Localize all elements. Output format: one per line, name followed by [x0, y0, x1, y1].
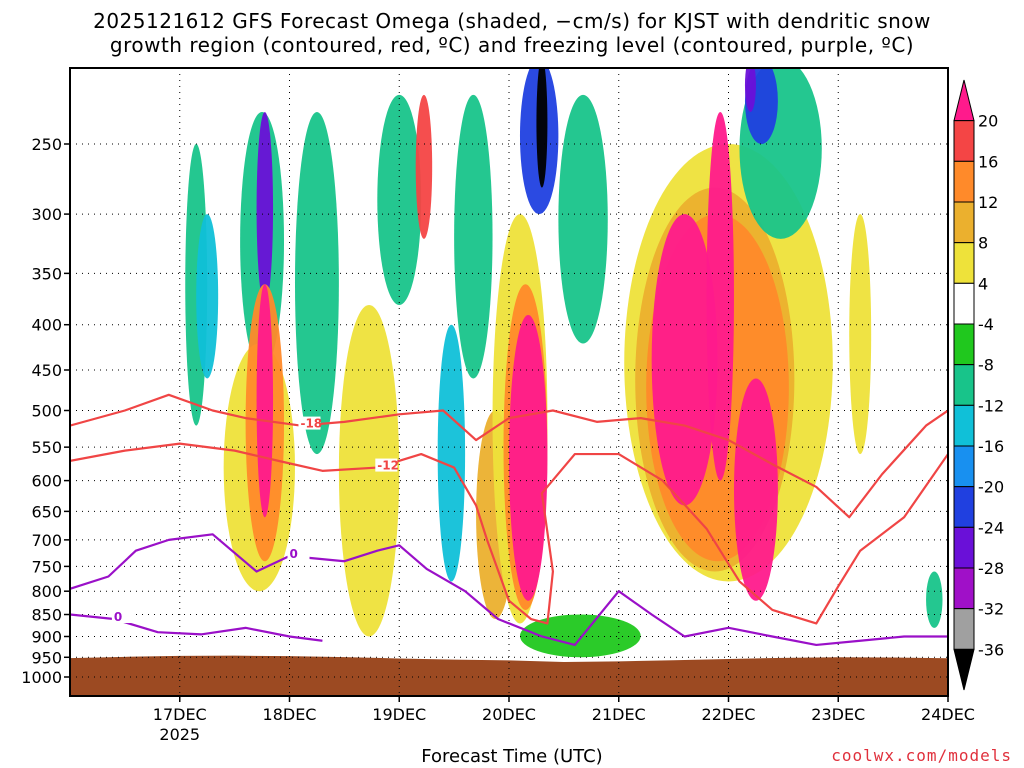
omega-region	[338, 304, 400, 637]
omega-region	[926, 571, 943, 628]
colorbar-label: -36	[978, 640, 1004, 659]
terrain-fill	[70, 655, 948, 696]
colorbar-label: -4	[978, 315, 994, 334]
x-tick-label: 17DEC	[153, 705, 207, 724]
omega-region	[744, 68, 756, 112]
x-tick-label: 18DEC	[263, 705, 317, 724]
colorbar-label: -16	[978, 437, 1004, 456]
x-tick-label: 23DEC	[811, 705, 865, 724]
freezing-level-contour-line	[70, 533, 948, 647]
contour-label: -12	[377, 459, 399, 473]
x-tick-label: 19DEC	[372, 705, 426, 724]
colorbar-label: -32	[978, 600, 1004, 619]
grid-lines	[70, 68, 949, 696]
y-tick-label: 800	[31, 582, 62, 601]
colorbar-swatch	[953, 567, 975, 610]
colorbar-label: 12	[978, 193, 998, 212]
omega-region	[415, 94, 433, 239]
contour-label: 0	[114, 610, 122, 624]
colorbar-swatch	[953, 323, 975, 366]
x-axis-title: Forecast Time (UTC)	[421, 746, 603, 767]
dgz-contour-line	[70, 442, 948, 625]
y-tick-label: 950	[31, 648, 62, 667]
colorbar-label: -8	[978, 356, 994, 375]
omega-region	[651, 214, 718, 506]
y-tick-label: 600	[31, 472, 62, 491]
contour-label: -18	[300, 417, 322, 431]
y-tick-label: 500	[31, 402, 62, 421]
colorbar-swatch	[953, 242, 975, 284]
y-tick-label: 850	[31, 606, 62, 625]
y-axis-ticks: 250 300 350 400 450 500 550 600 650 700 750 800 850 9…	[21, 135, 70, 687]
colorbar-swatch	[953, 120, 975, 162]
colorbar-label: -12	[978, 396, 1004, 415]
colorbar-swatch	[953, 282, 975, 325]
colorbar-bottom-triangle	[953, 648, 975, 691]
y-tick-label: 250	[31, 135, 62, 154]
colorbar-swatch	[953, 445, 975, 488]
colorbar-label: -28	[978, 559, 1004, 578]
y-tick-label: 550	[31, 438, 62, 457]
omega-region	[294, 111, 339, 455]
colorbar-swatch	[953, 201, 975, 244]
omega-region	[377, 94, 422, 305]
omega-region	[437, 324, 466, 582]
y-tick-label: 1000	[21, 668, 62, 687]
temperature-contours: -18 -12 0 0	[70, 393, 948, 647]
colorbar-label: 16	[978, 152, 998, 171]
omega-region	[536, 68, 548, 188]
omega-region	[706, 111, 734, 481]
y-tick-label: 300	[31, 205, 62, 224]
omega-region	[733, 378, 778, 601]
x-tick-label: 21DEC	[592, 705, 646, 724]
colorbar-swatch	[953, 160, 975, 203]
y-tick-label: 900	[31, 627, 62, 646]
colorbar-swatch	[953, 526, 975, 569]
y-tick-label: 350	[31, 264, 62, 283]
omega-region	[519, 614, 641, 658]
colorbar-swatch	[953, 404, 975, 447]
omega-region	[454, 94, 493, 379]
y-tick-label: 650	[31, 502, 62, 521]
omega-region	[256, 284, 274, 518]
omega-region	[509, 314, 548, 601]
omega-region	[558, 94, 608, 344]
colorbar-label: 20	[978, 112, 998, 131]
colorbar-label: -20	[978, 478, 1004, 497]
colorbar-label: 8	[978, 234, 988, 253]
omega-region	[256, 111, 274, 305]
x-tick-label: 22DEC	[702, 705, 756, 724]
omega-shading	[185, 68, 943, 658]
omega-region	[196, 214, 219, 379]
colorbar-swatch	[953, 608, 975, 650]
x-tick-label: 24DEC	[921, 705, 975, 724]
chart-title-line-2: growth region (contoured, red, ºC) and f…	[109, 33, 915, 57]
y-tick-label: 450	[31, 361, 62, 380]
contour-label-bg	[287, 547, 310, 561]
colorbar-swatch	[953, 486, 975, 528]
colorbar: 20 16 12 8 4 -4 -8 -12 -16 -20 -24 -28 -32 -36	[953, 79, 1004, 691]
y-tick-label: 750	[31, 557, 62, 576]
contour-label-bg	[375, 458, 398, 472]
colorbar-label: -24	[978, 518, 1004, 537]
dgz-contour-line	[70, 393, 948, 519]
credit-link[interactable]: coolwx.com/models	[831, 746, 1012, 765]
colorbar-top-triangle	[953, 79, 975, 122]
x-tick-label: 20DEC	[482, 705, 536, 724]
chart-title-line-1: 2025121612 GFS Forecast Omega (shaded, −…	[93, 9, 931, 33]
terrain-polygon	[70, 655, 948, 696]
omega-region	[849, 214, 872, 455]
colorbar-swatch	[953, 364, 975, 406]
contour-label-bg	[111, 610, 134, 624]
contour-label-bg	[298, 416, 321, 430]
contour-label: 0	[290, 547, 298, 561]
x-tick-sublabel: 2025	[159, 725, 200, 744]
colorbar-label: 4	[978, 274, 988, 293]
y-tick-label: 700	[31, 531, 62, 550]
y-tick-label: 400	[31, 316, 62, 335]
